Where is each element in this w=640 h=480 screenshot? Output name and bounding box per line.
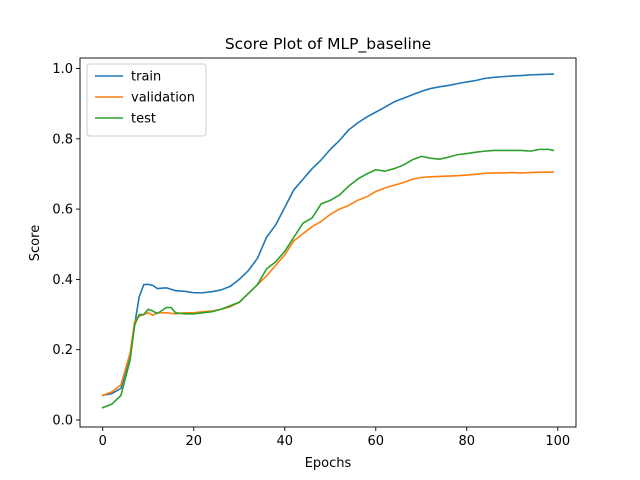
y-tick-label: 0.2 xyxy=(52,343,73,358)
x-tick-label: 20 xyxy=(185,434,202,449)
x-tick-label: 100 xyxy=(545,434,570,449)
plot-area: 0 20 40 60 80 100 0.0 0.2 0.4 0.6 0.8 1.0 train valid… xyxy=(52,57,577,449)
x-tick-label: 60 xyxy=(368,434,385,449)
chart-title: Score Plot of MLP_baseline xyxy=(225,35,431,54)
legend-label-test: test xyxy=(131,112,156,127)
x-tick-label: 0 xyxy=(99,434,107,449)
legend-label-train: train xyxy=(131,70,161,85)
y-tick-label: 1.0 xyxy=(52,62,73,77)
legend-label-validation: validation xyxy=(131,91,195,106)
axes-frame xyxy=(79,57,577,428)
y-tick-label: 0.8 xyxy=(52,132,73,147)
series-line-test xyxy=(101,148,555,409)
y-axis-label: Score xyxy=(28,225,43,261)
series-line-train xyxy=(101,73,555,397)
y-tick-label: 0.4 xyxy=(52,273,73,288)
y-tick-label: 0.0 xyxy=(52,413,73,428)
x-tick-label: 40 xyxy=(276,434,293,449)
x-tick-label: 80 xyxy=(459,434,476,449)
x-axis-label: Epochs xyxy=(305,456,352,471)
y-tick-label: 0.6 xyxy=(52,203,73,218)
